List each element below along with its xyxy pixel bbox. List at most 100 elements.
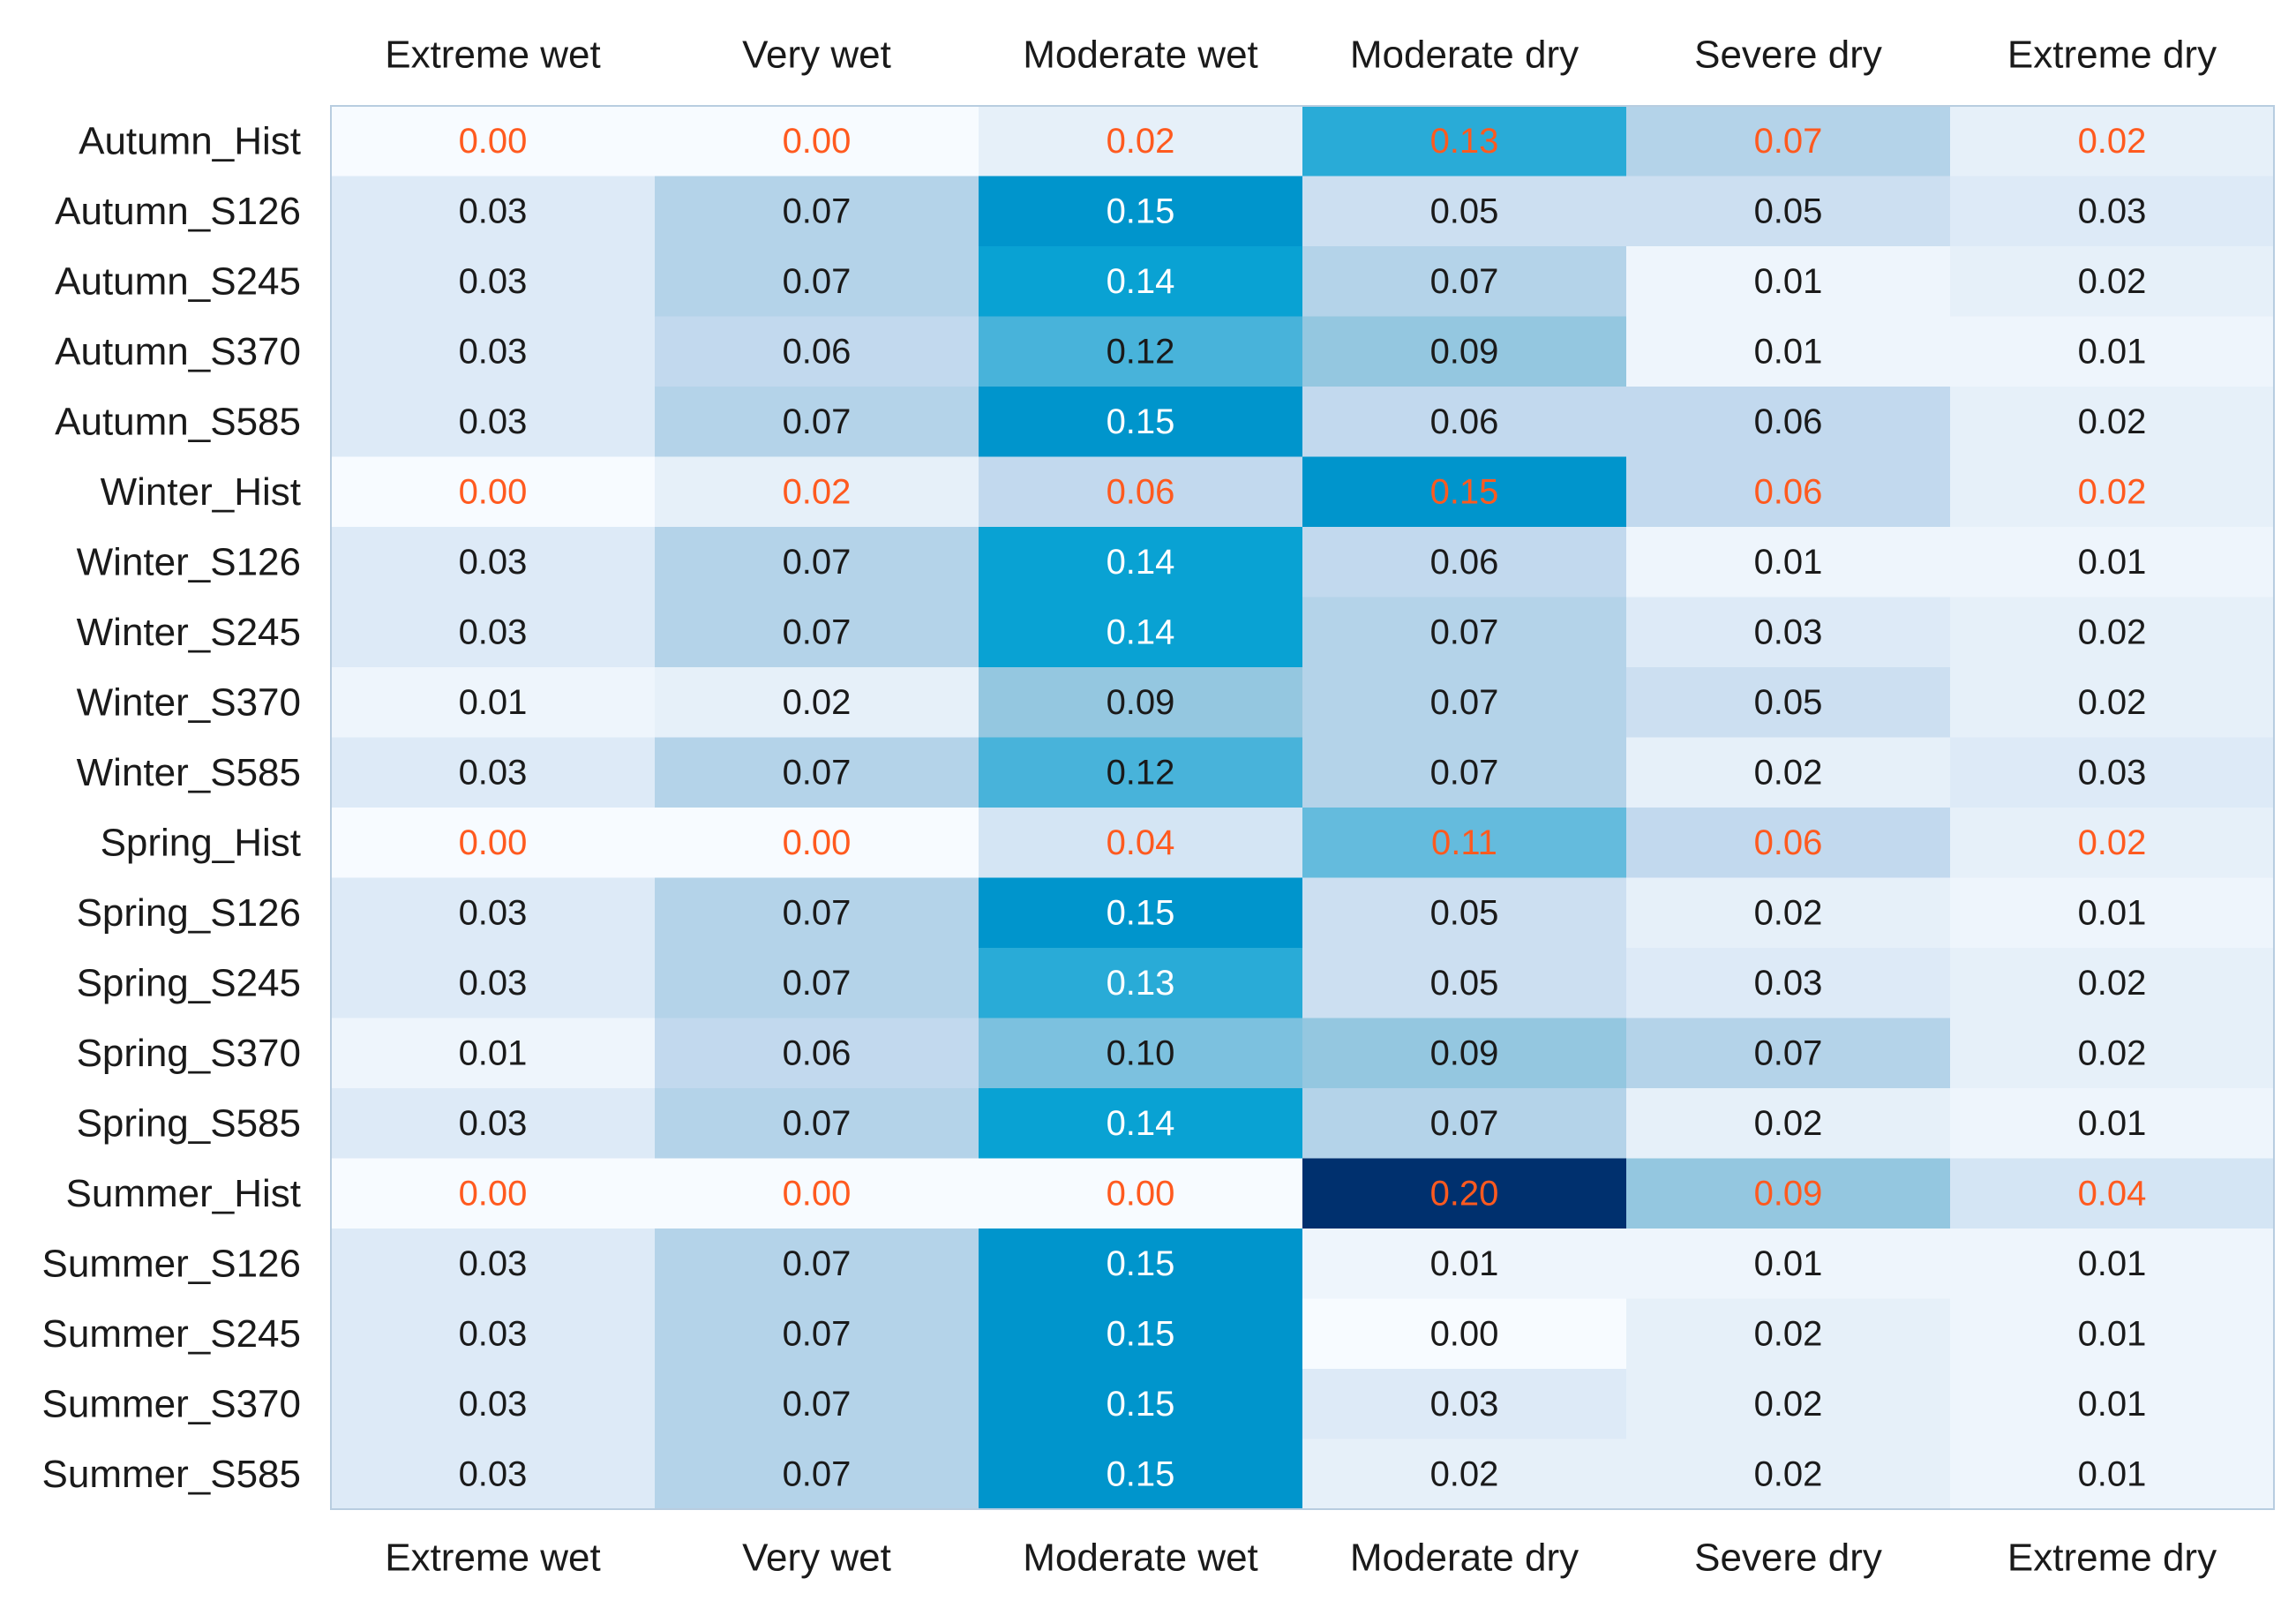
heatmap-cell: [1950, 737, 2275, 808]
heatmap-cell: [979, 316, 1303, 387]
row-label: Autumn_S126: [55, 190, 301, 233]
heatmap-cell: [331, 667, 656, 739]
heatmap-cell: [1626, 808, 1951, 879]
heatmap-cell: [1302, 246, 1627, 318]
heatmap-cell: [331, 737, 656, 808]
cell-value-label: 0.01: [2078, 893, 2147, 932]
cell-value-label: 0.01: [459, 1033, 528, 1072]
heatmap-cell: [1302, 1229, 1627, 1300]
heatmap-cell: [979, 1088, 1303, 1160]
cell-value-label: 0.12: [1107, 753, 1175, 792]
cell-value-label: 0.12: [1107, 332, 1175, 371]
heatmap-cell: [655, 737, 979, 808]
heatmap-cell: [1626, 316, 1951, 387]
row-label: Summer_Hist: [66, 1172, 302, 1215]
cell-value-label: 0.01: [2078, 1385, 2147, 1424]
heatmap-cell: [331, 877, 656, 949]
heatmap-cell: [1950, 667, 2275, 739]
heatmap-cell: [655, 1439, 979, 1510]
heatmap-cell: [655, 1158, 979, 1229]
cell-value-label: 0.03: [459, 543, 528, 582]
heatmap-cell: [1950, 1088, 2275, 1160]
column-label-bottom: Moderate dry: [1350, 1537, 1579, 1580]
cell-value-label: 0.02: [2078, 1033, 2147, 1072]
heatmap-cell: [1626, 1229, 1951, 1300]
heatmap-cell: [655, 456, 979, 528]
cell-value-label: 0.03: [459, 1314, 528, 1353]
heatmap-cell: [979, 456, 1303, 528]
column-label-bottom: Extreme wet: [385, 1537, 601, 1580]
heatmap-cell: [655, 316, 979, 387]
cell-value-label: 0.01: [2078, 1314, 2147, 1353]
heatmap-cell: [1626, 106, 1951, 177]
heatmap-cell: [1626, 667, 1951, 739]
heatmap-cell: [655, 667, 979, 739]
cell-value-label: 0.01: [2078, 332, 2147, 371]
heatmap-cell: [1950, 1298, 2275, 1370]
cell-value-label: 0.04: [2078, 1174, 2147, 1213]
cell-value-label: 0.03: [459, 1104, 528, 1143]
heatmap-cell: [979, 667, 1303, 739]
cell-value-label: 0.14: [1107, 612, 1175, 651]
heatmap-cell: [1626, 597, 1951, 668]
cell-value-label: 0.00: [1107, 1174, 1175, 1213]
heatmap-cell: [331, 597, 656, 668]
row-label: Summer_S245: [42, 1312, 301, 1356]
cell-value-label: 0.15: [1107, 1314, 1175, 1353]
cell-value-label: 0.04: [1107, 823, 1175, 862]
cell-value-label: 0.06: [1754, 402, 1823, 441]
cell-value-label: 0.02: [783, 683, 852, 722]
cell-value-label: 0.02: [1754, 1385, 1823, 1424]
heatmap-cell: [1302, 1439, 1627, 1510]
cell-value-label: 0.07: [783, 612, 852, 651]
heatmap-cell: [1950, 1439, 2275, 1510]
heatmap-cell: [1626, 1088, 1951, 1160]
heatmap-cell: [1626, 1439, 1951, 1510]
heatmap-cell: [655, 106, 979, 177]
heatmap-cell: [979, 1229, 1303, 1300]
cell-value-label: 0.02: [1754, 753, 1823, 792]
heatmap-cell: [1626, 1158, 1951, 1229]
heatmap-cell: [655, 176, 979, 247]
cell-value-label: 0.03: [459, 332, 528, 371]
heatmap-cell: [1950, 1369, 2275, 1440]
cell-value-label: 0.20: [1430, 1174, 1499, 1213]
cell-value-label: 0.01: [2078, 1104, 2147, 1143]
heatmap-cell: [1950, 597, 2275, 668]
heatmap-cell: [1302, 387, 1627, 458]
row-label: Summer_S370: [42, 1382, 301, 1425]
cell-value-label: 0.07: [783, 262, 852, 301]
row-label: Autumn_S585: [55, 400, 301, 443]
column-label-top: Moderate wet: [1023, 34, 1258, 77]
cell-value-label: 0.02: [1754, 1314, 1823, 1353]
heatmap-cell: [1302, 527, 1627, 598]
heatmap-cell: [655, 1088, 979, 1160]
heatmap-cell: [1950, 1158, 2275, 1229]
heatmap-cell: [979, 1018, 1303, 1089]
cell-value-label: 0.01: [2078, 1454, 2147, 1493]
heatmap-cell: [331, 176, 656, 247]
heatmap-cell: [1302, 948, 1627, 1019]
heatmap-cell: [979, 948, 1303, 1019]
heatmap-cell: [1302, 1088, 1627, 1160]
heatmap-cell: [331, 1369, 656, 1440]
heatmap-cell: [1302, 1018, 1627, 1089]
row-label: Spring_S585: [77, 1101, 301, 1145]
cell-value-label: 0.00: [1430, 1314, 1499, 1353]
column-label-bottom: Very wet: [742, 1537, 891, 1580]
row-label: Autumn_S370: [55, 330, 301, 373]
cell-value-label: 0.02: [2078, 122, 2147, 161]
heatmap-cell: [331, 1229, 656, 1300]
row-label: Winter_S245: [77, 611, 301, 654]
cell-value-label: 0.07: [783, 1104, 852, 1143]
cell-value-label: 0.03: [459, 1454, 528, 1493]
cell-value-label: 0.02: [2078, 964, 2147, 1003]
cell-value-label: 0.05: [1430, 964, 1499, 1003]
cell-value-label: 0.07: [783, 192, 852, 230]
cell-value-label: 0.02: [2078, 472, 2147, 511]
heatmap-cell: [655, 808, 979, 879]
cell-value-label: 0.02: [1430, 1454, 1499, 1493]
heatmap-cell: [1302, 597, 1627, 668]
heatmap-cell: [1302, 456, 1627, 528]
heatmap-cell: [1950, 316, 2275, 387]
